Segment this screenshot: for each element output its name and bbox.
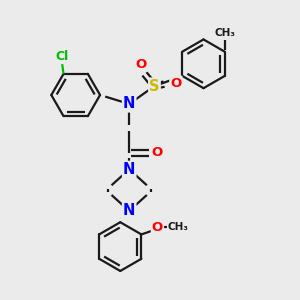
Text: CH₃: CH₃	[168, 222, 189, 232]
Text: CH₃: CH₃	[214, 28, 235, 38]
Text: O: O	[152, 221, 163, 234]
Text: N: N	[123, 203, 135, 218]
Text: Cl: Cl	[56, 50, 69, 63]
Text: S: S	[149, 79, 160, 94]
Text: O: O	[152, 146, 163, 160]
Text: N: N	[123, 162, 135, 177]
Text: O: O	[170, 76, 182, 90]
Text: O: O	[136, 58, 147, 71]
Text: N: N	[123, 96, 135, 111]
